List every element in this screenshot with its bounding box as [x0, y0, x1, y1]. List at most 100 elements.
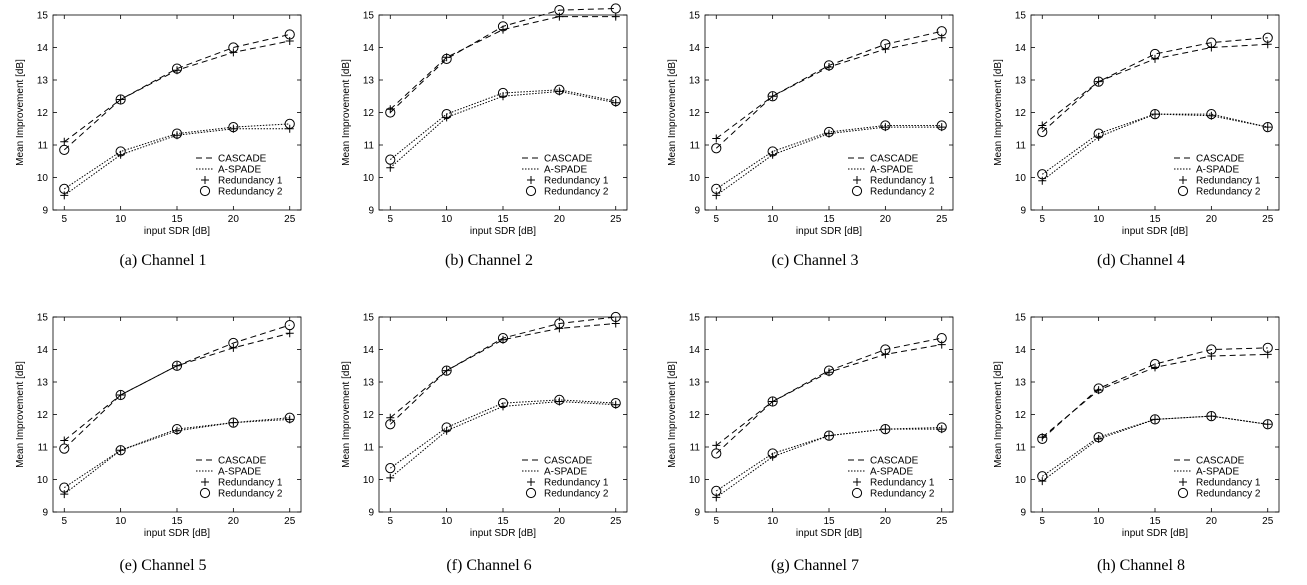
data-point-circle	[823, 430, 835, 441]
x-tick-label: 10	[1093, 516, 1105, 527]
legend-entry-label: Redundancy 1	[218, 176, 283, 187]
x-tick-label: 20	[554, 214, 566, 225]
data-point-circle	[1262, 342, 1273, 353]
x-tick-label: 5	[387, 516, 393, 527]
panel-channel-8: 5 10 15 20 25 9 10 11 12 13 14 15 input SDR [dB] Mean…	[978, 293, 1304, 585]
panel-caption: (f) Channel 6	[446, 557, 532, 574]
x-tick-label: 15	[497, 516, 509, 527]
y-tick-label: 9	[1020, 206, 1026, 217]
data-point-circle	[1206, 344, 1217, 355]
x-tick-label: 25	[1262, 214, 1274, 225]
y-tick-label: 14	[1015, 43, 1027, 54]
data-point-plus	[768, 452, 777, 461]
y-tick-label: 10	[1015, 173, 1027, 184]
data-point-circle	[711, 485, 722, 496]
x-tick-label: 10	[441, 214, 453, 225]
data-point-circle	[171, 360, 183, 371]
y-tick-label: 11	[364, 443, 375, 454]
data-point-circle	[880, 424, 891, 435]
data-point-circle	[385, 463, 396, 474]
y-tick-label: 13	[1015, 76, 1027, 87]
data-point-plus	[116, 446, 125, 455]
y-tick-label: 9	[1020, 508, 1026, 519]
y-tick-label: 10	[37, 475, 49, 486]
y-axis-label: Mean Improvement [dB]	[341, 59, 352, 166]
y-tick-label: 10	[1015, 475, 1027, 486]
panel-channel-6: 5 10 15 20 25 9 10 11 12 13 14 15 input SDR [dB] Mean…	[326, 293, 652, 585]
data-point-plus	[1263, 40, 1272, 49]
data-point-circle	[59, 144, 70, 155]
data-point-circle	[115, 445, 126, 456]
series-line	[389, 89, 616, 160]
legend-entry-label: CASCADE	[218, 456, 267, 467]
y-axis-label: Mean Improvement [dB]	[15, 361, 26, 468]
x-tick-label: 10	[767, 516, 779, 527]
y-axis-label: Mean Improvement [dB]	[993, 361, 1004, 468]
data-point-circle	[284, 29, 295, 40]
legend-marker-circle	[199, 487, 211, 499]
data-point-circle	[1262, 32, 1273, 43]
series-line	[389, 8, 616, 113]
series-line	[715, 37, 942, 139]
data-point-circle	[936, 333, 947, 344]
data-point-circle	[1149, 109, 1161, 120]
y-tick-label: 13	[37, 76, 49, 87]
data-point-circle	[610, 398, 621, 409]
x-tick-label: 5	[61, 516, 67, 527]
x-tick-label: 20	[880, 516, 892, 527]
legend-marker-circle	[1177, 185, 1189, 197]
y-tick-label: 10	[689, 475, 701, 486]
y-tick-label: 12	[363, 108, 375, 119]
data-point-circle	[1206, 411, 1217, 422]
x-axis-label: input SDR [dB]	[470, 226, 536, 237]
y-tick-label: 15	[363, 313, 375, 324]
y-tick-label: 15	[689, 11, 701, 22]
panel-caption: (c) Channel 3	[771, 252, 859, 269]
legend-entry-label: CASCADE	[544, 456, 593, 467]
legend-entry-label: Redundancy 1	[218, 478, 283, 489]
y-tick-label: 13	[363, 76, 375, 87]
data-point-circle	[711, 183, 722, 194]
data-point-circle	[823, 126, 835, 138]
legend-entry-label: CASCADE	[1196, 154, 1245, 165]
series-line	[715, 30, 942, 149]
data-point-circle	[441, 53, 452, 64]
series-line	[1042, 415, 1268, 477]
legend-marker-circle	[525, 487, 537, 499]
x-tick-label: 5	[713, 516, 719, 527]
data-point-plus	[442, 366, 451, 375]
data-point-circle	[59, 443, 70, 454]
data-point-plus	[499, 402, 507, 411]
data-point-plus	[116, 150, 125, 159]
x-tick-label: 15	[171, 214, 183, 225]
legend-entry-label: Redundancy 2	[1196, 489, 1261, 500]
data-point-plus	[611, 319, 620, 328]
y-tick-label: 9	[368, 206, 374, 217]
x-tick-label: 15	[1149, 516, 1161, 527]
y-tick-label: 14	[37, 43, 49, 54]
x-axis-label: input SDR [dB]	[1122, 528, 1188, 539]
legend-entry-label: CASCADE	[544, 154, 593, 165]
x-tick-label: 15	[1149, 214, 1161, 225]
data-point-circle	[59, 482, 70, 493]
y-tick-label: 11	[690, 141, 701, 152]
y-tick-label: 10	[363, 173, 375, 184]
data-point-circle	[711, 448, 722, 459]
data-point-plus	[1263, 350, 1272, 359]
y-tick-label: 15	[689, 313, 701, 324]
y-tick-label: 10	[689, 173, 701, 184]
y-axis-label: Mean Improvement [dB]	[667, 361, 678, 468]
legend-marker-plus	[853, 478, 861, 486]
x-tick-label: 5	[387, 214, 393, 225]
series-line	[1041, 347, 1268, 440]
data-point-plus	[712, 493, 721, 502]
panel-channel-7: 5 10 15 20 25 9 10 11 12 13 14 15 input SDR [dB] Mean…	[652, 293, 978, 585]
data-point-plus	[712, 134, 721, 143]
data-point-plus	[1151, 363, 1159, 372]
data-point-circle	[497, 333, 509, 344]
x-tick-label: 25	[936, 516, 948, 527]
x-axis-label: input SDR [dB]	[144, 226, 210, 237]
panel-caption: (b) Channel 2	[445, 252, 533, 269]
x-axis-label: input SDR [dB]	[1122, 226, 1188, 237]
